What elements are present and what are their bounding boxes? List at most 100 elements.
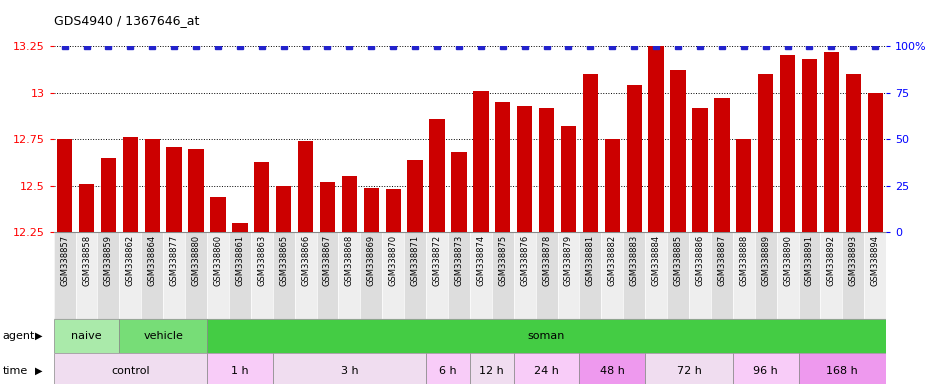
Bar: [316, 232, 339, 319]
Bar: [823, 52, 839, 232]
Text: vehicle: vehicle: [143, 331, 183, 341]
Text: GSM338859: GSM338859: [104, 235, 113, 286]
Bar: [251, 232, 273, 319]
Text: GSM338860: GSM338860: [214, 235, 222, 286]
Bar: [426, 353, 470, 384]
Bar: [119, 232, 142, 319]
Bar: [320, 182, 335, 232]
Bar: [207, 353, 273, 384]
Bar: [492, 232, 513, 319]
Bar: [868, 93, 882, 232]
Text: GSM338881: GSM338881: [586, 235, 595, 286]
Bar: [583, 74, 598, 232]
Bar: [517, 106, 533, 232]
Bar: [474, 91, 488, 232]
Bar: [470, 353, 513, 384]
Text: GSM338862: GSM338862: [126, 235, 135, 286]
Text: GSM338892: GSM338892: [827, 235, 836, 286]
Bar: [273, 232, 295, 319]
Text: GSM338861: GSM338861: [235, 235, 244, 286]
Text: soman: soman: [528, 331, 565, 341]
Text: GSM338866: GSM338866: [302, 235, 310, 286]
Bar: [579, 353, 645, 384]
Bar: [623, 232, 645, 319]
Text: GSM338869: GSM338869: [367, 235, 376, 286]
Bar: [758, 74, 773, 232]
Bar: [513, 232, 536, 319]
Bar: [142, 232, 163, 319]
Bar: [144, 139, 160, 232]
Text: GSM338871: GSM338871: [411, 235, 420, 286]
Bar: [645, 353, 733, 384]
Bar: [429, 119, 445, 232]
Bar: [426, 232, 448, 319]
Bar: [254, 162, 269, 232]
Bar: [714, 98, 730, 232]
Bar: [210, 197, 226, 232]
Bar: [298, 141, 314, 232]
Bar: [798, 353, 886, 384]
Bar: [864, 232, 886, 319]
Text: GSM338894: GSM338894: [870, 235, 880, 286]
Text: GSM338863: GSM338863: [257, 235, 266, 286]
Bar: [645, 232, 667, 319]
Text: GSM338887: GSM338887: [718, 235, 726, 286]
Bar: [626, 85, 642, 232]
Text: 96 h: 96 h: [753, 366, 778, 376]
Bar: [76, 232, 97, 319]
Bar: [736, 139, 751, 232]
Text: GSM338882: GSM338882: [608, 235, 617, 286]
Text: GSM338890: GSM338890: [783, 235, 792, 286]
Bar: [601, 232, 623, 319]
Bar: [733, 353, 798, 384]
Text: GSM338875: GSM338875: [499, 235, 507, 286]
Bar: [382, 232, 404, 319]
Bar: [166, 147, 182, 232]
Bar: [561, 126, 576, 232]
Bar: [123, 137, 138, 232]
Bar: [798, 232, 820, 319]
Bar: [671, 70, 685, 232]
Text: GSM338858: GSM338858: [82, 235, 91, 286]
Text: GSM338884: GSM338884: [651, 235, 660, 286]
Bar: [451, 152, 466, 232]
Text: 12 h: 12 h: [479, 366, 504, 376]
Bar: [232, 223, 248, 232]
Bar: [163, 232, 185, 319]
Bar: [79, 184, 94, 232]
Bar: [189, 149, 204, 232]
Text: GSM338876: GSM338876: [520, 235, 529, 286]
Bar: [54, 232, 76, 319]
Bar: [536, 232, 558, 319]
Bar: [361, 232, 382, 319]
Text: control: control: [111, 366, 150, 376]
Bar: [273, 353, 426, 384]
Bar: [495, 102, 511, 232]
Text: GSM338865: GSM338865: [279, 235, 289, 286]
Text: GSM338889: GSM338889: [761, 235, 771, 286]
Text: GSM338868: GSM338868: [345, 235, 354, 286]
Bar: [119, 319, 207, 353]
Bar: [843, 232, 864, 319]
Bar: [404, 232, 426, 319]
Bar: [408, 160, 423, 232]
Bar: [339, 232, 361, 319]
Text: 6 h: 6 h: [439, 366, 457, 376]
Bar: [579, 232, 601, 319]
Bar: [54, 319, 119, 353]
Text: GSM338873: GSM338873: [454, 235, 463, 286]
Bar: [185, 232, 207, 319]
Bar: [689, 232, 711, 319]
Bar: [57, 139, 72, 232]
Bar: [386, 189, 401, 232]
Text: GSM338886: GSM338886: [696, 235, 705, 286]
Bar: [295, 232, 316, 319]
Text: 72 h: 72 h: [676, 366, 701, 376]
Text: GSM338891: GSM338891: [805, 235, 814, 286]
Text: agent: agent: [3, 331, 35, 341]
Text: ▶: ▶: [35, 366, 43, 376]
Text: GSM338888: GSM338888: [739, 235, 748, 286]
Text: GSM338893: GSM338893: [849, 235, 857, 286]
Bar: [780, 55, 796, 232]
Bar: [539, 108, 554, 232]
